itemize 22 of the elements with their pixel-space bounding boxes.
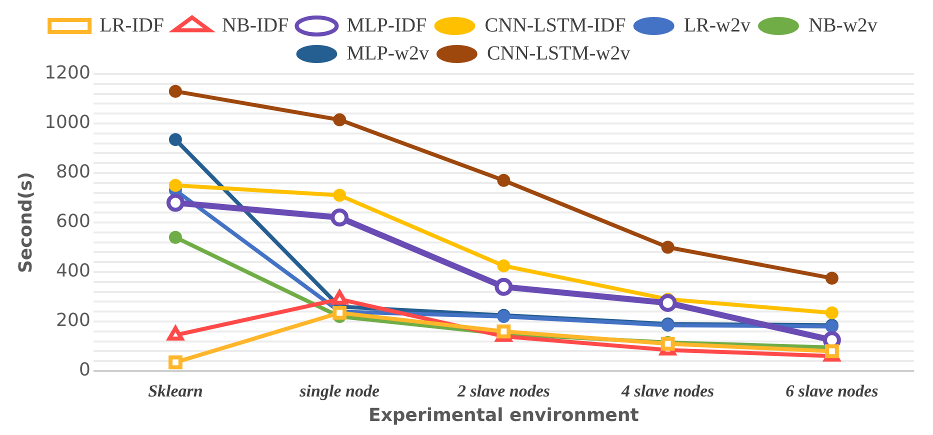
y-tick-label: 800 [56, 162, 90, 183]
y-tick-label: 1200 [44, 62, 90, 84]
legend-label: LR-IDF [100, 14, 164, 36]
legend-label: NB-IDF [222, 14, 289, 36]
x-tick-label: 2 slave nodes [456, 382, 550, 401]
x-tick-label: Sklearn [148, 382, 203, 401]
legend-label: LR-w2v [684, 14, 751, 36]
x-tick-label: single node [298, 382, 380, 401]
legend-label: NB-w2v [808, 14, 878, 36]
y-tick-label: 0 [78, 360, 90, 381]
legend-label: CNN-LSTM-IDF [484, 14, 626, 36]
x-tick-label: 6 slave nodes [786, 382, 879, 401]
x-axis-title: Experimental environment [368, 404, 640, 426]
y-tick-label: 1000 [44, 112, 90, 134]
y-tick-label: 600 [56, 211, 90, 232]
y-tick-label: 400 [56, 260, 90, 282]
y-axis-title: Second(s) [15, 172, 36, 274]
x-tick-label: 4 slave nodes [620, 382, 714, 401]
legend-label: MLP-w2v [346, 42, 429, 64]
y-tick-label: 200 [56, 310, 90, 332]
legend-label: CNN-LSTM-w2v [486, 42, 630, 64]
legend-label: MLP-IDF [346, 14, 427, 36]
